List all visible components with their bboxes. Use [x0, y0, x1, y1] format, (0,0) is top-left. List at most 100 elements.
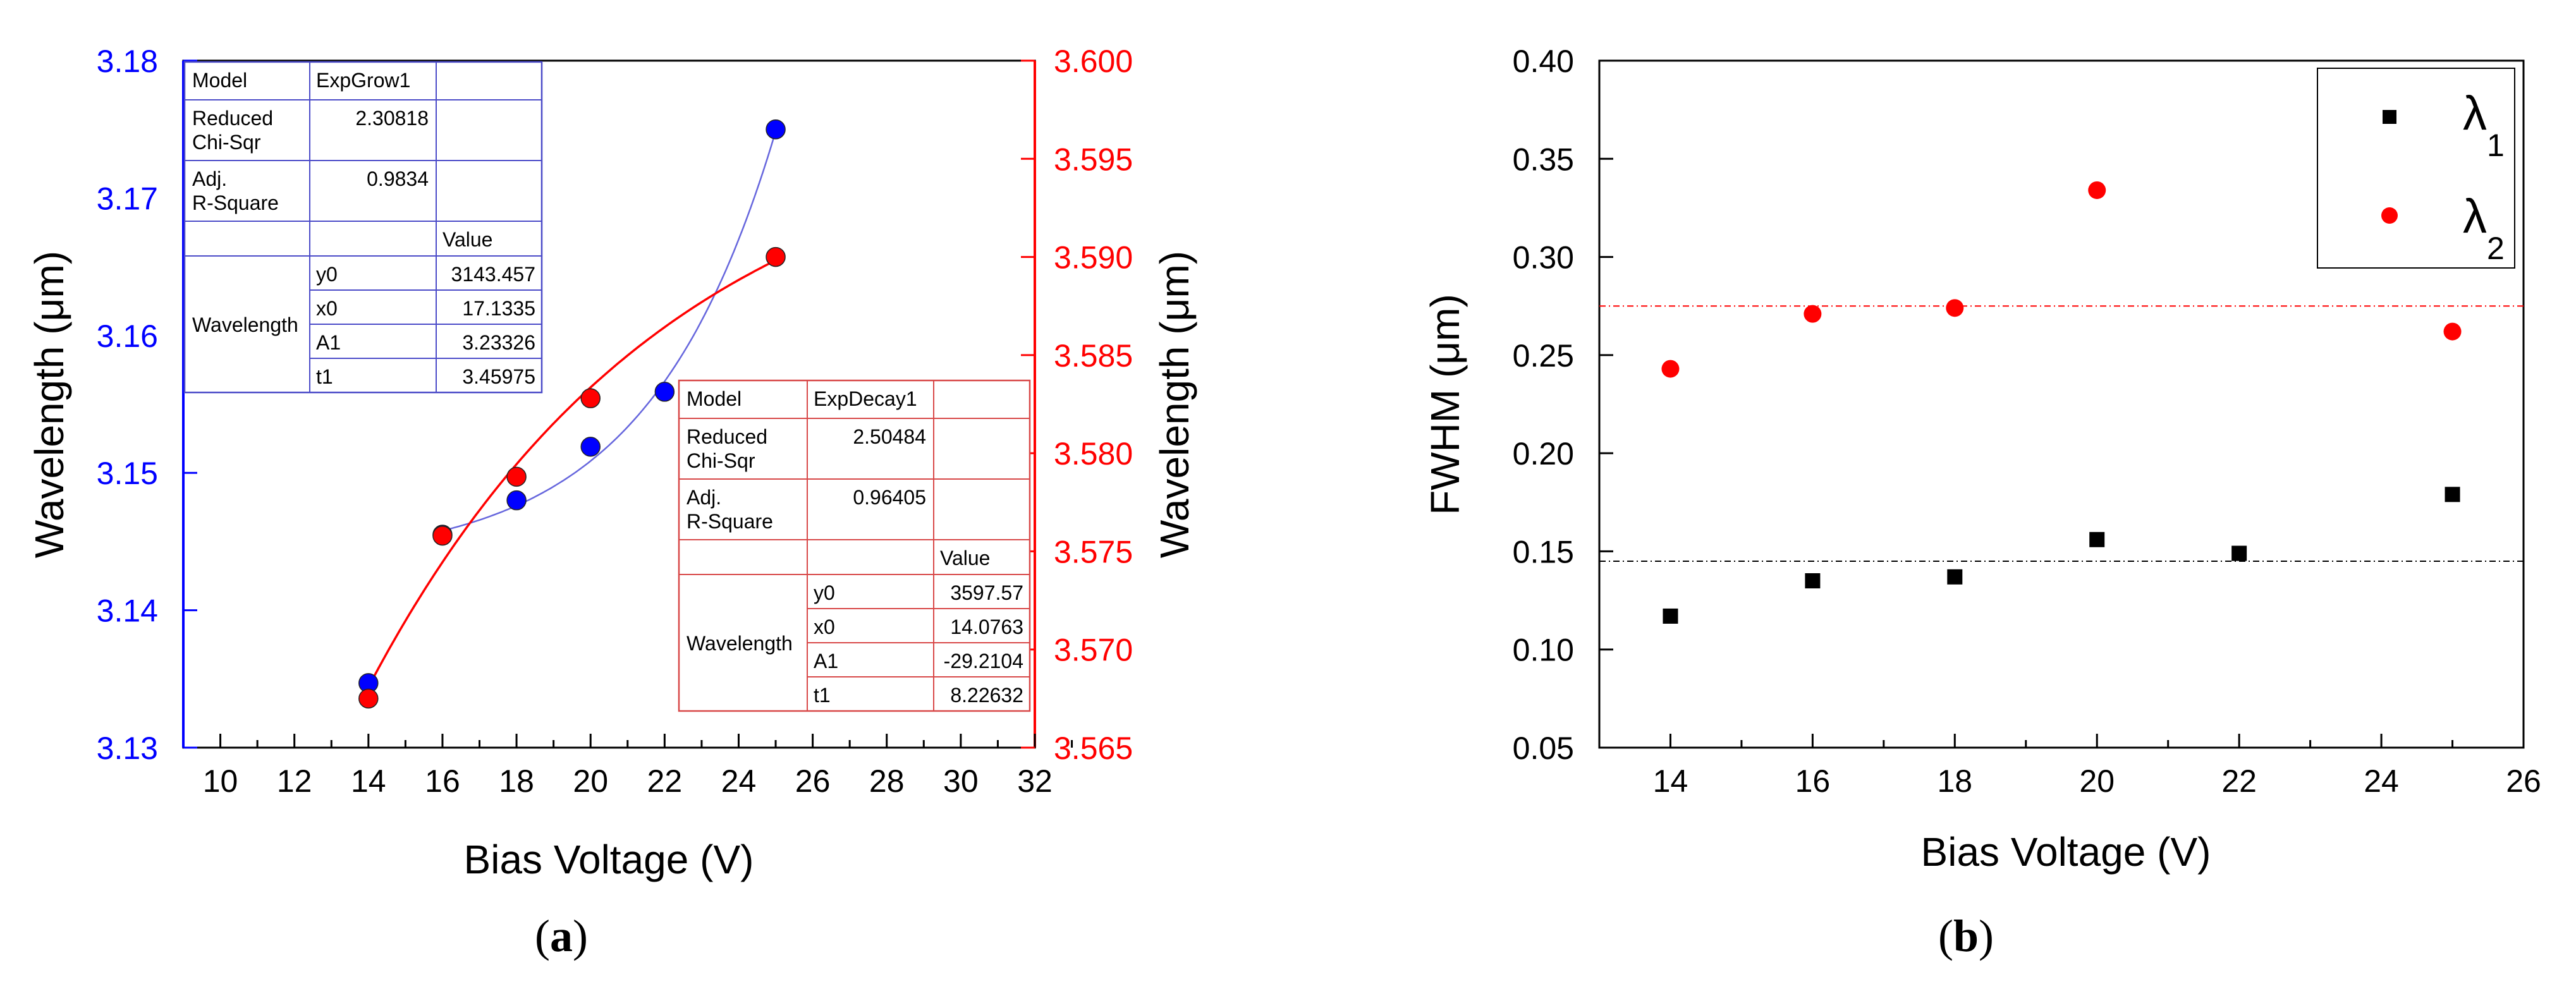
fit-table-cell: 3597.57	[950, 581, 1023, 604]
x-tick-label: 24	[721, 763, 757, 799]
fit-table-cell-line: x0	[316, 297, 338, 320]
y-tick-label: 0.05	[1513, 731, 1574, 766]
lambda2-data-point	[1946, 299, 1964, 317]
x-tick-label: 28	[869, 763, 905, 799]
fit-table-cell: Model	[192, 69, 247, 92]
lambda1-data-point	[2445, 487, 2460, 502]
lambda2-data-point	[2088, 181, 2106, 199]
fit-table-cell: 3.45975	[462, 365, 535, 388]
fit-table-cell: x0	[316, 297, 338, 320]
panel-b-mean-lines	[1599, 305, 2524, 562]
x-tick-label: 26	[795, 763, 831, 799]
red-data-point	[358, 688, 379, 709]
fit-table-cell-line: 14.0763	[950, 616, 1023, 638]
fit-table-cell-line: Chi-Sqr	[192, 131, 261, 154]
legend-marker-lambda1	[2383, 110, 2396, 124]
panel-b-plot-frame	[1598, 59, 2525, 749]
panel-b-x-axis-title: Bias Voltage (V)	[1921, 829, 2211, 875]
y-tick-label: 0.40	[1513, 44, 1574, 79]
left-y-tick-label: 3.18	[97, 44, 158, 79]
x-tick-label: 10	[203, 763, 238, 799]
fit-table-cell-line: t1	[316, 365, 333, 388]
fit-table-cell: 3143.457	[451, 263, 535, 286]
fit-table-cell: 0.96405	[853, 486, 926, 509]
red-data-point	[580, 388, 601, 408]
fit-table-cell-line: Adj.	[192, 167, 227, 190]
fit-table-cell-line: 3597.57	[950, 581, 1023, 604]
x-tick-label: 18	[1937, 763, 1972, 799]
red-data-point	[506, 466, 527, 487]
legend-label-lambda2: λ2	[2463, 190, 2505, 266]
fit-table-cell: Reduced Chi-Sqr	[192, 107, 273, 154]
y-tick-label: 0.15	[1513, 534, 1574, 569]
fit-table-cell: 14.0763	[950, 616, 1023, 638]
fit-table-cell-line: Wavelength	[192, 313, 298, 336]
lambda1-data-point	[2089, 531, 2105, 547]
blue-data-point	[580, 437, 601, 457]
fit-table-cell-line: 3143.457	[451, 263, 535, 286]
legend-lambda2-subscript: 2	[2487, 231, 2505, 266]
lambda2-data-point	[1804, 305, 1822, 323]
lambda1-data-point	[1805, 573, 1821, 589]
left-y-tick-label: 3.13	[97, 731, 158, 766]
fit-table-cell-line: 3.45975	[462, 365, 535, 388]
fit-table-cell-line: A1	[316, 331, 341, 354]
fit-table-cell: 2.30818	[355, 107, 429, 130]
x-tick-label: 14	[351, 763, 386, 799]
panel-a-right-y-axis-title: Wavelength (μm)	[1152, 251, 1197, 558]
fit-table-cell-line: Wavelength	[687, 632, 793, 655]
panel-b-label-letter: b	[1953, 911, 1979, 961]
x-tick-label: 22	[2221, 763, 2257, 799]
blue-data-point	[506, 490, 527, 511]
fit-table-cell: x0	[814, 616, 835, 638]
y-tick-label: 0.10	[1513, 633, 1574, 668]
fit-table-cell-line: 0.96405	[853, 486, 926, 509]
fit-table-cell-line: 2.30818	[355, 107, 429, 130]
legend-box	[2317, 68, 2515, 269]
lambda2-data-point	[1661, 360, 1680, 378]
panel-a-label-letter: a	[550, 911, 573, 961]
fit-table-cell-line: ExpGrow1	[316, 69, 410, 92]
fit-table-cell: Wavelength	[192, 313, 298, 336]
panel-a-label-close: )	[573, 911, 588, 961]
panel-b-label: (b)	[1938, 911, 1994, 961]
fit-table-cell-line: 8.22632	[950, 684, 1023, 707]
fit-table-cell: Value	[940, 547, 990, 569]
expgrow-fit-curve	[442, 131, 777, 532]
fit-table-cell-line: Adj.	[687, 486, 721, 509]
fit-table-cell: A1	[814, 650, 838, 672]
x-tick-label: 24	[2364, 763, 2399, 799]
fit-table-cell-line: Reduced	[192, 107, 273, 130]
panel-a-label-open: (	[535, 911, 550, 961]
fit-table-cell: 0.9834	[367, 167, 429, 190]
fit-table-cell: -29.2104	[944, 650, 1023, 672]
fit-table-cell: Value	[443, 228, 492, 251]
panel-a-label: (a)	[535, 911, 588, 961]
panel-b-y-axis-title: FWHM (μm)	[1422, 294, 1468, 515]
x-tick-label: 14	[1653, 763, 1688, 799]
panel-b-ticks: 14 16 18 20 22 24 26 0.05 0.10 0.15 0.20 0.25 0.30 0.…	[1513, 44, 2541, 799]
fit-table-cell: t1	[814, 684, 831, 707]
x-tick-label: 20	[573, 763, 608, 799]
legend-label-lambda1: λ1	[2463, 87, 2505, 163]
fit-table-frame	[183, 61, 543, 394]
right-y-tick-label: 3.580	[1054, 436, 1133, 471]
fit-table-cell: t1	[316, 365, 333, 388]
lambda1-data-point	[2231, 545, 2247, 561]
fit-table-cell-line: Value	[940, 547, 990, 569]
y-tick-label: 0.35	[1513, 142, 1574, 177]
fit-table-cell-line: R-Square	[192, 191, 279, 214]
red-data-point	[432, 525, 453, 546]
right-y-tick-label: 3.565	[1054, 731, 1133, 766]
x-tick-label: 32	[1017, 763, 1053, 799]
panel-a-data-points	[358, 119, 786, 709]
fit-table-cell-line: 3.23326	[462, 331, 535, 354]
right-y-tick-label: 3.570	[1054, 633, 1133, 668]
right-y-tick-label: 3.595	[1054, 142, 1133, 177]
right-y-tick-label: 3.590	[1054, 240, 1133, 276]
fit-table-cell-line: Model	[687, 387, 742, 410]
x-tick-label: 18	[499, 763, 534, 799]
panel-a-fit-curves	[367, 131, 777, 688]
lambda1-data-point	[1947, 569, 1963, 585]
